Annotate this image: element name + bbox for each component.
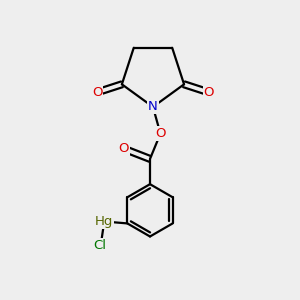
Text: Hg: Hg: [95, 215, 113, 228]
Text: O: O: [118, 142, 128, 155]
Text: O: O: [204, 86, 214, 99]
Text: O: O: [155, 127, 166, 140]
Text: N: N: [148, 100, 158, 113]
Text: Cl: Cl: [93, 238, 106, 252]
Text: O: O: [92, 86, 102, 99]
